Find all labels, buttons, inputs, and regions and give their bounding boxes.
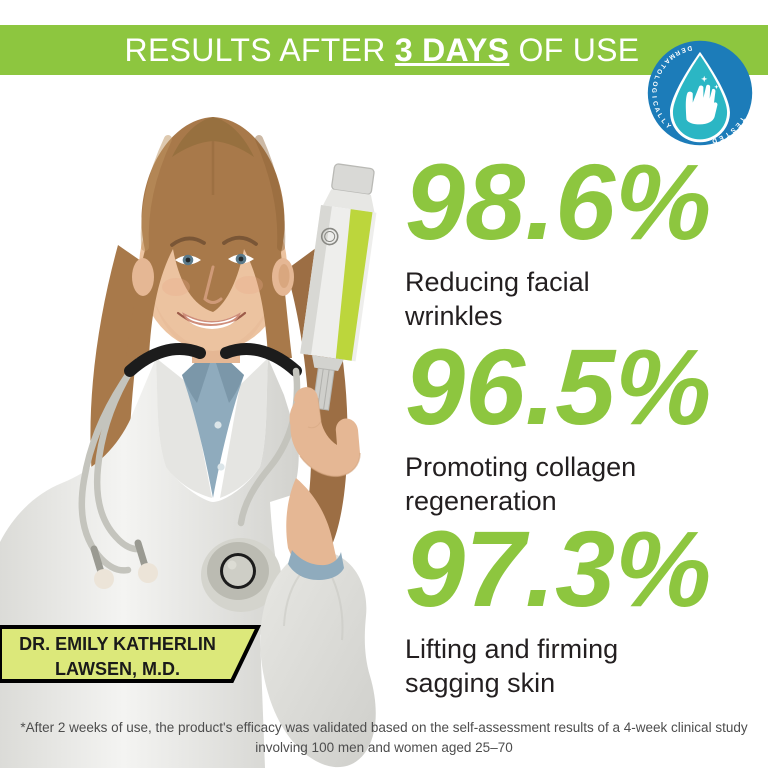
svg-text:G: G bbox=[650, 88, 657, 93]
